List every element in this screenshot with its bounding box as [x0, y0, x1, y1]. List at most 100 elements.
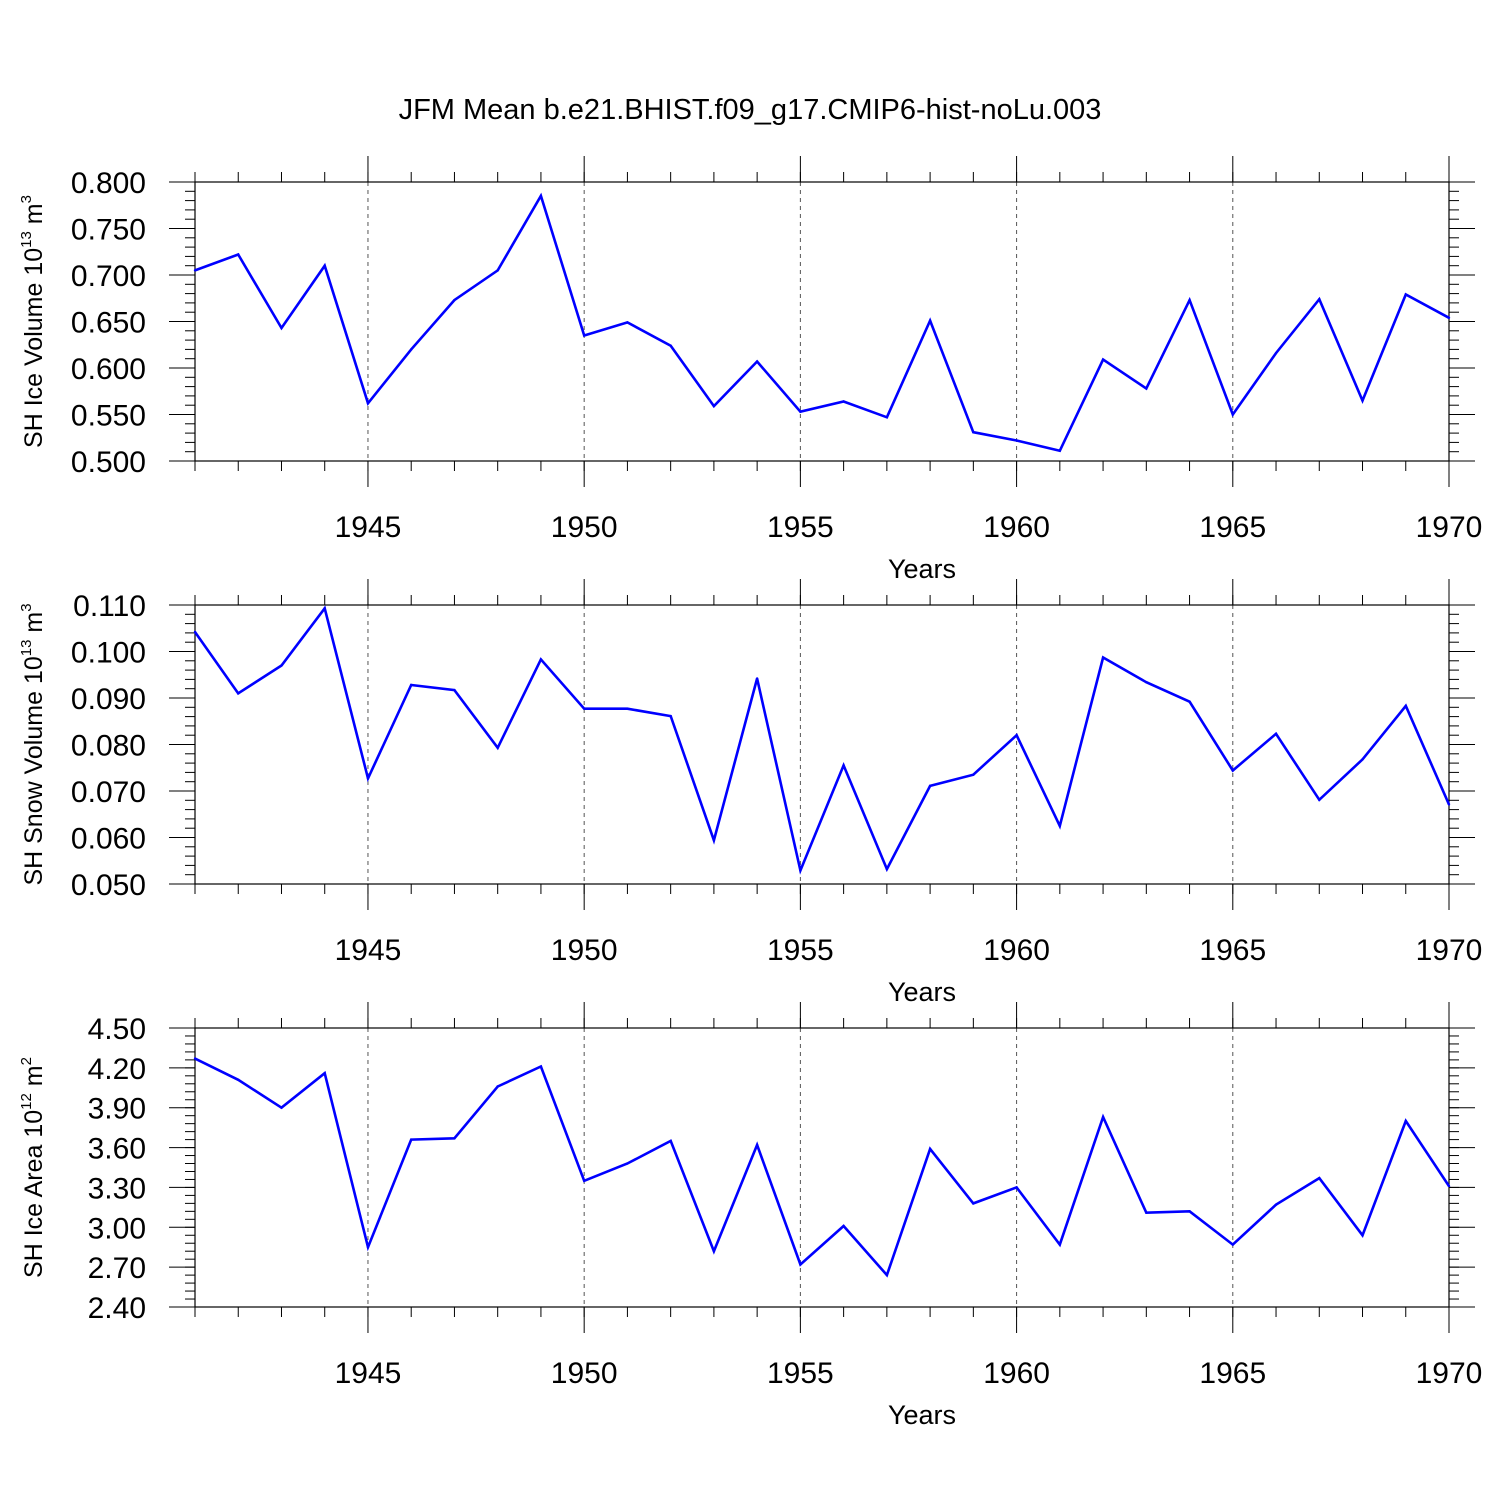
x-tick-label: 1955 [767, 1357, 834, 1390]
data-point [1231, 413, 1234, 416]
data-point [1145, 680, 1148, 684]
data-point [193, 630, 197, 634]
x-tick-label: 1965 [1199, 1357, 1266, 1390]
x-tick-label: 1970 [1416, 1357, 1483, 1390]
y-axis-label: SH Ice Area 1012 m2 [18, 1057, 48, 1278]
data-point [1015, 439, 1018, 442]
data-point [1447, 316, 1451, 319]
data-point [885, 1273, 889, 1277]
x-tick-label: 1965 [1199, 934, 1266, 967]
data-point [712, 839, 716, 842]
data-point [1188, 298, 1191, 302]
data-point [928, 784, 932, 788]
y-tick-label: 3.00 [88, 1212, 146, 1245]
data-point [410, 1138, 413, 1141]
chart-panel-1: 0.500 0.550 0.600 0.650 0.700 0.750 0.800 1945 1… [18, 156, 1482, 584]
data-point [1145, 1211, 1148, 1214]
data-point [842, 764, 845, 767]
y-tick-label: 0.600 [71, 353, 146, 386]
data-point [712, 1250, 716, 1253]
data-point [496, 746, 499, 749]
data-point [669, 344, 672, 347]
data-point [1318, 1176, 1321, 1180]
data-point [669, 1139, 672, 1143]
data-point [1361, 399, 1364, 402]
data-point [1058, 824, 1062, 828]
data-point [626, 1162, 629, 1165]
y-tick-label: 3.90 [88, 1093, 146, 1126]
y-tick-label: 3.60 [88, 1133, 146, 1166]
data-point [539, 658, 543, 661]
data-point [799, 1263, 802, 1266]
y-tick-label: 4.50 [88, 1013, 146, 1046]
data-point [1101, 1115, 1105, 1119]
data-point [539, 194, 543, 198]
data-point [1274, 1203, 1278, 1206]
data-point [1447, 1184, 1451, 1188]
data-point [885, 867, 889, 871]
y-axis-label-exponent: 13 [18, 640, 35, 657]
x-tick-label: 1950 [551, 1357, 618, 1390]
data-point [323, 1071, 326, 1075]
data-point [496, 269, 499, 272]
y-tick-label: 0.800 [71, 167, 146, 200]
data-point [972, 773, 975, 776]
data-point [928, 319, 932, 322]
y-axis-label: SH Snow Volume 1013 m3 [18, 603, 48, 885]
x-tick-label: 1960 [983, 934, 1050, 967]
x-tick-label: 1955 [767, 934, 834, 967]
data-point [885, 416, 889, 419]
x-tick-label: 1950 [551, 934, 618, 967]
y-axis-label-main: SH Snow Volume 10 [20, 656, 48, 885]
figure-title: JFM Mean b.e21.BHIST.f09_g17.CMIP6-hist-… [399, 94, 1102, 126]
y-axis-label-unit-exponent: 3 [18, 603, 35, 611]
data-point [626, 321, 629, 324]
data-point [755, 677, 759, 680]
data-point [1101, 656, 1105, 659]
x-tick-label: 1945 [335, 1357, 402, 1390]
y-axis-label-exponent: 12 [18, 1093, 35, 1110]
data-point [972, 1202, 975, 1205]
data-point [193, 1057, 197, 1060]
y-axis-label-exponent: 13 [18, 231, 35, 248]
y-tick-label: 0.750 [71, 214, 146, 247]
data-point [1404, 704, 1407, 708]
data-point [280, 326, 283, 330]
series-line [193, 605, 1451, 875]
x-tick-label: 1970 [1416, 511, 1483, 544]
x-tick-label: 1945 [335, 934, 402, 967]
data-point [842, 400, 845, 403]
y-axis-label-main: SH Ice Volume 10 [20, 248, 48, 448]
data-point [280, 664, 283, 667]
data-point [1058, 449, 1062, 452]
data-point [1404, 1119, 1407, 1123]
data-point [1447, 803, 1451, 806]
data-point [1318, 798, 1321, 802]
data-point [1361, 1234, 1364, 1237]
y-tick-label: 2.40 [88, 1292, 146, 1325]
series-line [194, 192, 1450, 453]
y-tick-label: 4.20 [88, 1053, 146, 1086]
x-tick-label: 1960 [983, 1357, 1050, 1390]
y-tick-label: 0.070 [71, 776, 146, 809]
data-point [582, 1179, 586, 1182]
y-tick-label: 0.650 [71, 307, 146, 340]
data-point [539, 1065, 543, 1068]
y-tick-label: 0.080 [71, 730, 146, 763]
data-point [280, 1106, 283, 1109]
x-axis-label: Years [888, 977, 956, 1007]
x-tick-label: 1965 [1199, 511, 1266, 544]
data-point [1058, 1243, 1062, 1246]
data-point [669, 714, 672, 718]
data-point [1188, 1210, 1191, 1213]
y-tick-label: 2.70 [88, 1252, 146, 1285]
data-point [1318, 297, 1321, 301]
y-tick-label: 0.500 [71, 446, 146, 479]
data-point [842, 1224, 845, 1228]
y-axis-label-unit: m [20, 612, 48, 640]
data-point [453, 1137, 456, 1140]
y-axis-label-unit: m [20, 1065, 48, 1093]
y-axis-label-main: SH Ice Area 10 [20, 1110, 48, 1278]
data-point [323, 264, 326, 267]
